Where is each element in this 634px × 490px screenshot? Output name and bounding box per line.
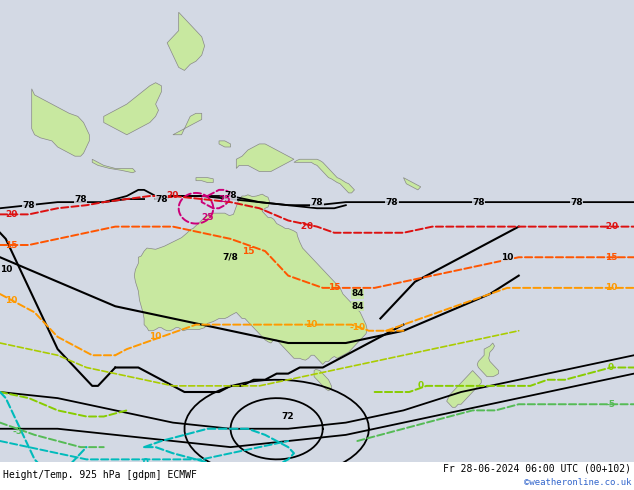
Text: -5: -5 <box>12 427 22 436</box>
Text: 78: 78 <box>22 201 35 210</box>
Text: 25: 25 <box>201 213 214 222</box>
Text: -20: -20 <box>603 222 619 231</box>
Text: 10: 10 <box>5 295 18 305</box>
Text: ©weatheronline.co.uk: ©weatheronline.co.uk <box>524 478 631 487</box>
Polygon shape <box>32 89 89 156</box>
Text: 84: 84 <box>351 290 364 298</box>
Polygon shape <box>92 159 136 173</box>
Polygon shape <box>447 370 481 407</box>
Text: 20: 20 <box>167 192 179 200</box>
Text: -10: -10 <box>349 323 365 332</box>
Text: 78: 78 <box>155 195 168 203</box>
Text: Fr 28-06-2024 06:00 UTC (00+102): Fr 28-06-2024 06:00 UTC (00+102) <box>443 464 631 473</box>
Text: 7/8: 7/8 <box>223 253 238 262</box>
Polygon shape <box>104 83 162 135</box>
Text: 78: 78 <box>385 197 398 207</box>
Text: 78: 78 <box>74 195 87 203</box>
Text: 10: 10 <box>0 265 12 274</box>
Text: 15: 15 <box>242 246 254 256</box>
Text: 78: 78 <box>311 197 323 207</box>
Polygon shape <box>403 177 421 190</box>
Polygon shape <box>236 144 294 172</box>
Text: 0: 0 <box>418 381 424 391</box>
Text: 10: 10 <box>501 253 514 262</box>
Text: 72: 72 <box>282 412 295 421</box>
Text: 0: 0 <box>608 363 614 372</box>
Text: 78: 78 <box>224 192 237 200</box>
Text: 10: 10 <box>150 332 162 342</box>
Text: 15: 15 <box>328 283 340 293</box>
Polygon shape <box>134 194 367 365</box>
Text: Height/Temp. 925 hPa [gdpm] ECMWF: Height/Temp. 925 hPa [gdpm] ECMWF <box>3 470 197 480</box>
Bar <box>0 463 634 490</box>
Text: 15: 15 <box>605 253 617 262</box>
Polygon shape <box>294 159 354 193</box>
Polygon shape <box>173 113 202 135</box>
Text: 10: 10 <box>305 320 318 329</box>
Polygon shape <box>477 343 498 377</box>
Text: -5: -5 <box>168 470 178 479</box>
Text: 84: 84 <box>351 302 364 311</box>
Text: 78: 78 <box>570 197 583 207</box>
Text: -5: -5 <box>606 400 616 409</box>
Polygon shape <box>196 177 213 183</box>
Text: 15: 15 <box>5 241 18 249</box>
Text: 10: 10 <box>605 283 617 293</box>
Text: 25: 25 <box>219 195 231 203</box>
Polygon shape <box>314 369 332 391</box>
Text: -0: -0 <box>139 458 149 467</box>
Text: 20: 20 <box>5 210 18 219</box>
Text: '20: '20 <box>298 222 313 231</box>
Polygon shape <box>167 12 205 71</box>
Text: 78: 78 <box>472 197 485 207</box>
Polygon shape <box>219 141 231 147</box>
